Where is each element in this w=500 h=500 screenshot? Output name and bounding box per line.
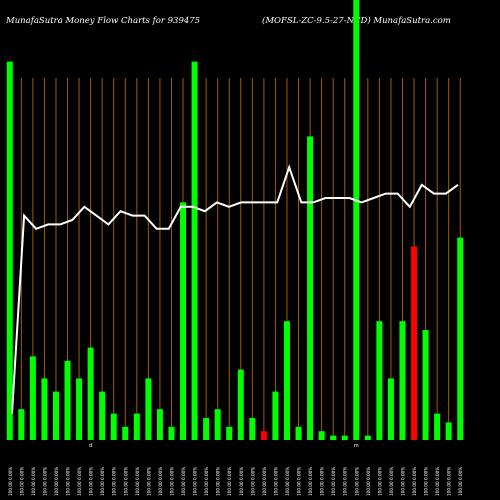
x-tick-label: 100.00 0.00% bbox=[181, 467, 186, 496]
x-tick-label: 100.00 0.00% bbox=[320, 467, 325, 496]
x-tick-label: 100.00 0.00% bbox=[100, 467, 105, 496]
x-tick-labels: 100.00 0.00% 100.00 0.00% 100.00 0.00% 100.… bbox=[8, 467, 463, 496]
x-tick-label: 100.00 0.00% bbox=[19, 467, 24, 496]
bar bbox=[18, 409, 25, 440]
bar bbox=[41, 378, 48, 440]
x-tick-label: 100.00 0.00% bbox=[66, 467, 71, 496]
x-tick-label: 100.00 0.00% bbox=[412, 467, 417, 496]
x-tick-label: 100.00 0.00% bbox=[354, 467, 359, 496]
bar bbox=[283, 321, 290, 440]
bar bbox=[237, 369, 244, 440]
bar bbox=[133, 413, 140, 440]
bar bbox=[341, 435, 348, 440]
bar bbox=[168, 426, 175, 440]
axis-mark: m bbox=[354, 443, 359, 449]
x-tick-label: 100.00 0.00% bbox=[250, 467, 255, 496]
chart-title-left: MunafaSutra Money Flow Charts for 939475 bbox=[6, 16, 201, 26]
bar bbox=[99, 391, 106, 440]
x-tick-label: 100.00 0.00% bbox=[8, 467, 13, 496]
x-tick-label: 100.00 0.00% bbox=[343, 467, 348, 496]
x-tick-label: 100.00 0.00% bbox=[424, 467, 429, 496]
x-tick-label: 100.00 0.00% bbox=[112, 467, 117, 496]
bar bbox=[272, 391, 279, 440]
bar bbox=[110, 413, 117, 440]
bar bbox=[387, 378, 394, 440]
x-tick-label: 100.00 0.00% bbox=[400, 467, 405, 496]
x-tick-label: 100.00 0.00% bbox=[158, 467, 163, 496]
x-tick-label: 100.00 0.00% bbox=[262, 467, 267, 496]
bar bbox=[156, 409, 163, 440]
x-tick-label: 100.00 0.00% bbox=[204, 467, 209, 496]
x-tick-label: 100.00 0.00% bbox=[377, 467, 382, 496]
price-line-series bbox=[11, 164, 459, 414]
x-tick-label: 100.00 0.00% bbox=[31, 467, 36, 496]
x-tick-label: 100.00 0.00% bbox=[458, 467, 463, 496]
x-tick-label: 100.00 0.00% bbox=[366, 467, 371, 496]
bar bbox=[191, 61, 198, 440]
x-tick-label: 100.00 0.00% bbox=[193, 467, 198, 496]
bar bbox=[399, 321, 406, 440]
bar bbox=[214, 409, 221, 440]
x-tick-label: 100.00 0.00% bbox=[42, 467, 47, 496]
bar bbox=[353, 0, 360, 440]
bar bbox=[52, 391, 59, 440]
x-tick-label: 100.00 0.00% bbox=[239, 467, 244, 496]
bar bbox=[330, 435, 337, 440]
x-tick-label: 100.00 0.00% bbox=[135, 467, 140, 496]
x-tick-label: 100.00 0.00% bbox=[146, 467, 151, 496]
x-tick-label: 100.00 0.00% bbox=[273, 467, 278, 496]
bar bbox=[445, 422, 452, 440]
bar bbox=[226, 426, 233, 440]
bar bbox=[422, 330, 429, 440]
x-tick-label: 100.00 0.00% bbox=[54, 467, 59, 496]
bar bbox=[29, 356, 36, 440]
bar bbox=[180, 202, 187, 440]
x-tick-label: 100.00 0.00% bbox=[297, 467, 302, 496]
axis-mark: d bbox=[89, 443, 92, 449]
bar bbox=[364, 435, 371, 440]
bar-series bbox=[6, 0, 464, 440]
price-line bbox=[11, 164, 459, 414]
x-tick-label: 100.00 0.00% bbox=[123, 467, 128, 496]
bar bbox=[122, 426, 129, 440]
bar bbox=[249, 418, 256, 440]
bar bbox=[64, 360, 71, 440]
bar bbox=[307, 136, 314, 440]
bar bbox=[434, 413, 441, 440]
x-tick-label: 100.00 0.00% bbox=[331, 467, 336, 496]
bar bbox=[87, 347, 94, 440]
x-tick-label: 100.00 0.00% bbox=[435, 467, 440, 496]
bar bbox=[6, 61, 13, 440]
bar bbox=[295, 426, 302, 440]
bar bbox=[318, 431, 325, 440]
x-tick-label: 100.00 0.00% bbox=[447, 467, 452, 496]
x-tick-label: 100.00 0.00% bbox=[216, 467, 221, 496]
x-tick-label: 100.00 0.00% bbox=[89, 467, 94, 496]
x-tick-label: 100.00 0.00% bbox=[77, 467, 82, 496]
x-tick-label: 100.00 0.00% bbox=[227, 467, 232, 496]
bar bbox=[145, 378, 152, 440]
bar bbox=[76, 378, 83, 440]
x-tick-label: 100.00 0.00% bbox=[389, 467, 394, 496]
bar bbox=[203, 418, 210, 440]
x-tick-label: 100.00 0.00% bbox=[285, 467, 290, 496]
bar bbox=[457, 237, 464, 440]
bar bbox=[260, 431, 267, 440]
x-tick-label: 100.00 0.00% bbox=[308, 467, 313, 496]
bar bbox=[411, 246, 418, 440]
x-tick-label: 100.00 0.00% bbox=[169, 467, 174, 496]
bar bbox=[376, 321, 383, 440]
